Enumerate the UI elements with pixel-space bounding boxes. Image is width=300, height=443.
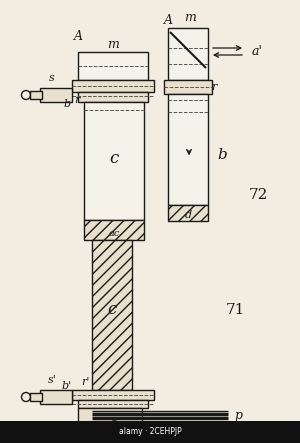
Bar	[0, 421, 300, 443]
Text: d: d	[184, 210, 192, 220]
Text: b: b	[63, 99, 70, 109]
Bar	[168, 94, 208, 205]
Text: m: m	[184, 11, 196, 23]
Text: p: p	[234, 408, 242, 421]
Text: c: c	[107, 302, 117, 319]
Bar	[84, 102, 144, 220]
Text: b': b'	[62, 381, 72, 391]
Text: 71: 71	[225, 303, 245, 317]
Text: alamy · 2CEHPJP: alamy · 2CEHPJP	[118, 427, 182, 436]
Text: s': s'	[48, 375, 56, 385]
Bar	[62, 422, 162, 436]
Text: a': a'	[252, 44, 262, 58]
Bar	[30, 91, 42, 99]
Text: m': m'	[107, 428, 123, 442]
Bar	[78, 400, 148, 408]
Text: r: r	[211, 82, 217, 92]
Bar	[72, 80, 154, 92]
Bar	[164, 80, 212, 94]
Text: ac: ac	[108, 229, 120, 237]
Bar	[84, 220, 144, 240]
Text: c: c	[110, 149, 118, 167]
Text: A: A	[164, 13, 172, 27]
Bar	[78, 408, 142, 422]
Bar	[78, 92, 148, 102]
Bar	[28, 432, 42, 440]
Bar	[168, 205, 208, 221]
Text: m: m	[107, 38, 119, 51]
Text: r: r	[74, 95, 80, 105]
Text: 72: 72	[248, 188, 268, 202]
Bar	[92, 240, 132, 390]
Bar	[30, 393, 42, 401]
Bar	[168, 28, 208, 80]
Text: A: A	[74, 30, 82, 43]
Bar	[40, 390, 72, 404]
Bar	[78, 52, 148, 80]
Bar	[72, 390, 154, 400]
Text: e: e	[112, 415, 118, 425]
Text: r': r'	[81, 377, 89, 387]
Text: A': A'	[50, 438, 61, 443]
Text: s: s	[49, 73, 55, 83]
Bar	[42, 436, 102, 443]
Bar	[40, 88, 72, 102]
Text: b: b	[217, 148, 227, 162]
